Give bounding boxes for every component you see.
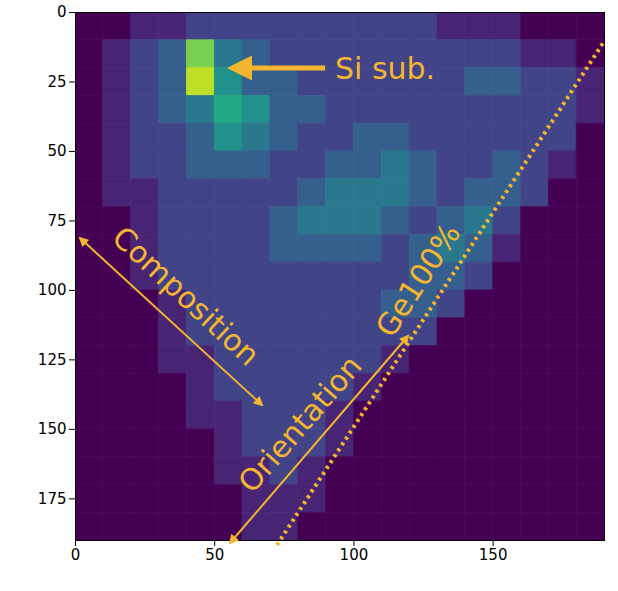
svg-text:0: 0 xyxy=(71,546,81,564)
svg-text:50: 50 xyxy=(205,546,224,564)
svg-text:175: 175 xyxy=(38,490,67,508)
svg-text:Ge100%: Ge100% xyxy=(369,217,468,343)
svg-text:Orientation: Orientation xyxy=(231,349,369,500)
svg-text:25: 25 xyxy=(47,73,66,91)
svg-text:Si sub.: Si sub. xyxy=(335,51,435,86)
svg-text:125: 125 xyxy=(38,351,67,369)
svg-text:100: 100 xyxy=(38,281,67,299)
svg-text:50: 50 xyxy=(47,142,66,160)
svg-text:150: 150 xyxy=(38,420,67,438)
svg-text:75: 75 xyxy=(47,212,66,230)
svg-text:0: 0 xyxy=(57,3,67,21)
svg-text:100: 100 xyxy=(340,546,369,564)
svg-text:Composition: Composition xyxy=(106,219,267,372)
svg-text:150: 150 xyxy=(479,546,508,564)
